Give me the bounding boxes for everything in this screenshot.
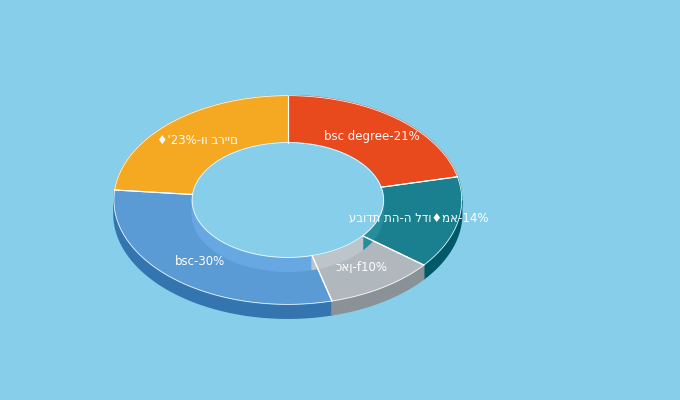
Ellipse shape <box>192 143 384 257</box>
Polygon shape <box>312 236 424 301</box>
Polygon shape <box>114 200 332 318</box>
Text: bsc degree-21%: bsc degree-21% <box>324 130 420 143</box>
Polygon shape <box>115 96 288 194</box>
Polygon shape <box>192 200 312 271</box>
Polygon shape <box>114 190 332 304</box>
Polygon shape <box>288 96 458 187</box>
Text: ♦'23%-וו בריים: ♦'23%-וו בריים <box>157 134 237 147</box>
Polygon shape <box>424 200 462 279</box>
Text: bsc-30%: bsc-30% <box>175 255 226 268</box>
Polygon shape <box>362 200 384 250</box>
Text: עבודת תה-ה לדו♦מא-14%: עבודת תה-ה לדו♦מא-14% <box>350 212 489 224</box>
Text: כאן-f10%: כאן-f10% <box>335 261 388 274</box>
Polygon shape <box>362 177 462 265</box>
Polygon shape <box>332 265 424 315</box>
Polygon shape <box>312 236 362 270</box>
